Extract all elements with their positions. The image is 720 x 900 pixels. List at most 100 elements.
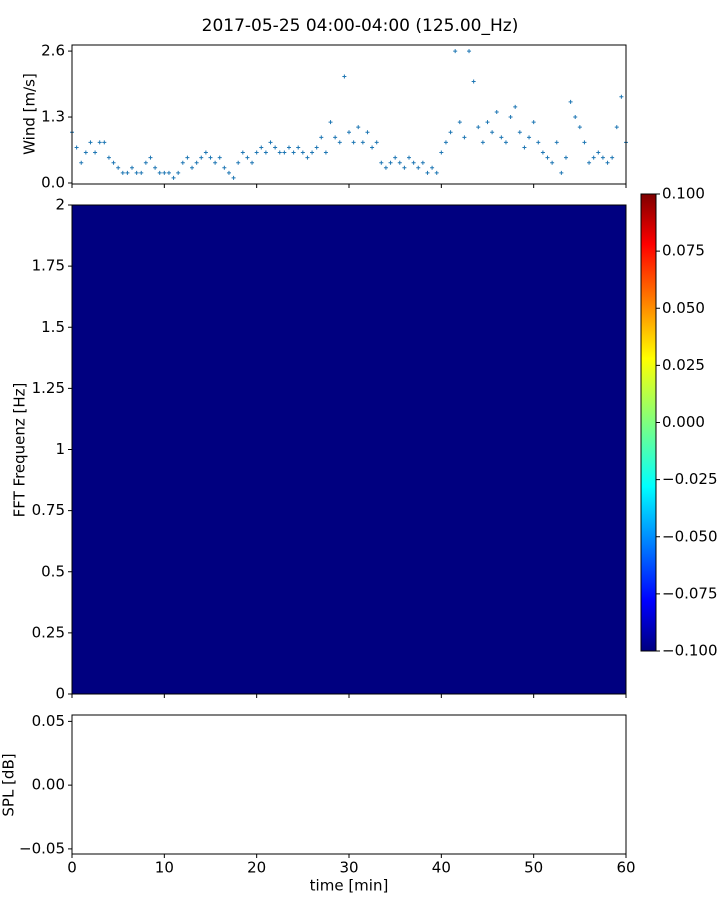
- axes-frame: [71, 44, 627, 185]
- colorbar-tick-label: −0.050: [662, 527, 718, 545]
- x-axis-label: time [min]: [310, 877, 389, 895]
- point: [485, 120, 490, 125]
- point: [540, 150, 545, 155]
- point: [268, 140, 273, 145]
- point: [605, 160, 610, 165]
- point: [600, 155, 605, 160]
- point: [148, 155, 153, 160]
- point: [351, 140, 356, 145]
- point: [383, 165, 388, 170]
- x-tick-label: 10: [155, 859, 174, 877]
- point: [254, 150, 259, 155]
- point: [582, 140, 587, 145]
- colorbar-tick-label: −0.025: [662, 470, 718, 488]
- y-tick-label: 0.5: [41, 562, 65, 580]
- colorbar-tick-label: 0.075: [662, 242, 705, 260]
- point: [499, 135, 504, 140]
- point: [494, 109, 499, 114]
- point: [374, 140, 379, 145]
- y-tick-label: 1.3: [41, 108, 65, 126]
- point: [370, 145, 375, 150]
- y-axis-label: Wind [m/s]: [21, 73, 39, 155]
- point: [360, 140, 365, 145]
- point: [314, 145, 319, 150]
- point: [480, 140, 485, 145]
- point: [467, 49, 472, 54]
- point: [143, 160, 148, 165]
- point: [111, 160, 116, 165]
- point: [453, 49, 458, 54]
- point: [273, 145, 278, 150]
- point: [596, 150, 601, 155]
- point: [263, 150, 268, 155]
- point: [245, 155, 250, 160]
- point: [180, 160, 185, 165]
- point: [513, 104, 518, 109]
- point: [185, 155, 190, 160]
- y-tick-label: 1.5: [41, 318, 65, 336]
- point: [231, 175, 236, 180]
- point: [240, 150, 245, 155]
- y-tick-label: −0.05: [19, 839, 65, 857]
- point: [157, 170, 162, 175]
- point: [402, 165, 407, 170]
- y-tick-label: 1.75: [32, 257, 65, 275]
- point: [439, 150, 444, 155]
- point: [448, 130, 453, 135]
- point: [443, 140, 448, 145]
- point: [194, 160, 199, 165]
- point: [416, 165, 421, 170]
- point: [457, 120, 462, 125]
- colorbar: [640, 193, 657, 652]
- point: [120, 170, 125, 175]
- y-tick-label: 2: [55, 196, 65, 214]
- point: [545, 155, 550, 160]
- point: [527, 135, 532, 140]
- point: [250, 160, 255, 165]
- point: [162, 170, 167, 175]
- point: [222, 165, 227, 170]
- colorbar-tick-label: 0.050: [662, 299, 705, 317]
- point: [425, 170, 430, 175]
- point: [106, 155, 111, 160]
- point: [411, 160, 416, 165]
- y-tick-label: 1: [55, 440, 65, 458]
- y-tick-label: 0.05: [32, 712, 65, 730]
- point: [577, 125, 582, 130]
- x-tick-label: 20: [247, 859, 266, 877]
- point: [319, 135, 324, 140]
- point: [282, 150, 287, 155]
- axes-frame: [71, 714, 627, 855]
- point: [610, 155, 615, 160]
- point: [88, 140, 93, 145]
- point: [217, 155, 222, 160]
- point: [365, 130, 370, 135]
- colorbar-tick-label: 0.100: [662, 185, 705, 203]
- point: [550, 160, 555, 165]
- heatmap-cell: [72, 205, 626, 694]
- point: [328, 120, 333, 125]
- point: [93, 150, 98, 155]
- point: [199, 155, 204, 160]
- x-tick-label: 40: [432, 859, 451, 877]
- point: [300, 150, 305, 155]
- point: [614, 125, 619, 130]
- x-tick-label: 0: [67, 859, 77, 877]
- point: [291, 150, 296, 155]
- point: [490, 130, 495, 135]
- chart-title: 2017-05-25 04:00-04:00 (125.00_Hz): [202, 16, 519, 36]
- point: [531, 120, 536, 125]
- point: [116, 165, 121, 170]
- point: [79, 160, 84, 165]
- x-tick-label: 30: [339, 859, 358, 877]
- point: [213, 160, 218, 165]
- point: [323, 150, 328, 155]
- point: [587, 160, 592, 165]
- point: [102, 140, 107, 145]
- y-tick-label: 0.75: [32, 501, 65, 519]
- point: [296, 145, 301, 150]
- y-tick-label: 1.25: [32, 379, 65, 397]
- point: [139, 170, 144, 175]
- colorbar-tick-label: −0.100: [662, 642, 718, 660]
- point: [393, 155, 398, 160]
